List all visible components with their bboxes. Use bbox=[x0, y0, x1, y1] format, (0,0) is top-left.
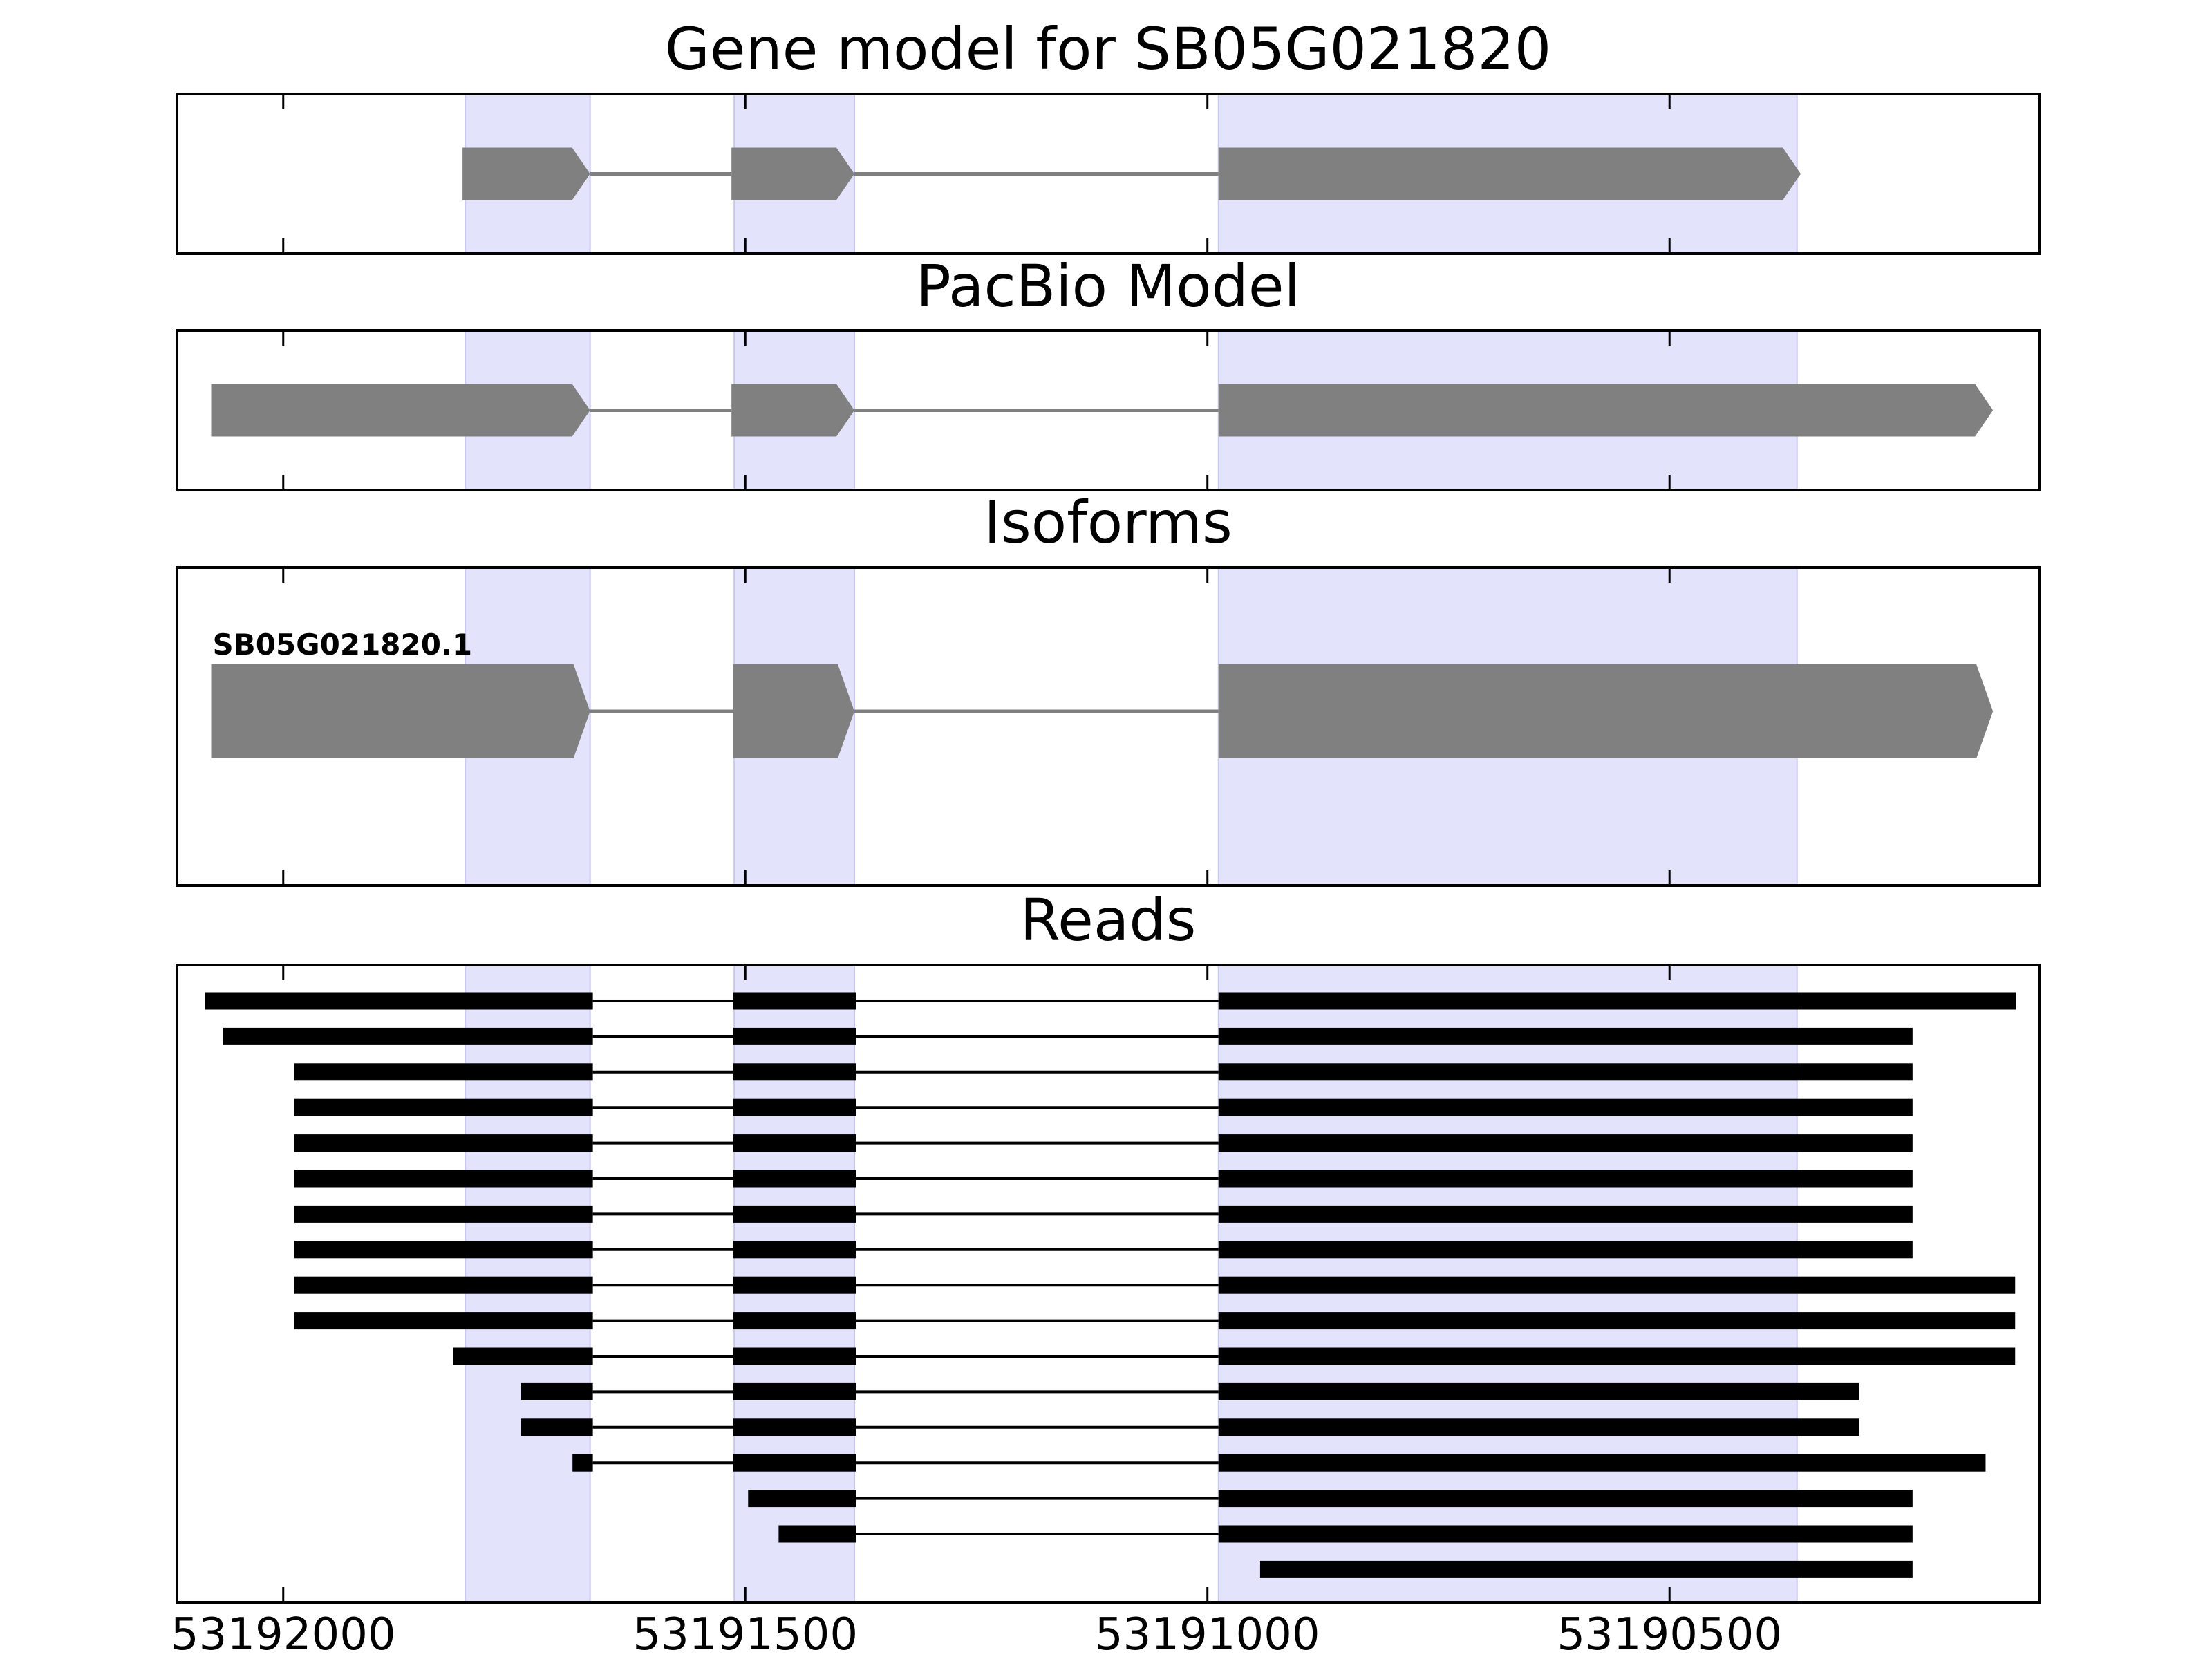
x-tick-label: 53190500 bbox=[1557, 1609, 1782, 1659]
read-block bbox=[1259, 1560, 1913, 1578]
read-block bbox=[733, 1454, 856, 1472]
read-block bbox=[294, 1205, 593, 1223]
read-block bbox=[733, 1382, 856, 1400]
read-block bbox=[1218, 1418, 1859, 1436]
panel-title: Gene model for SB05G021820 bbox=[665, 15, 1551, 83]
x-tick-label: 53191500 bbox=[632, 1609, 858, 1659]
read-block bbox=[1218, 1490, 1913, 1508]
read-block bbox=[748, 1490, 856, 1508]
read-block bbox=[1218, 1312, 2016, 1330]
read-block bbox=[1218, 992, 2016, 1010]
panel-title: Isoforms bbox=[984, 489, 1232, 556]
read-row bbox=[223, 1027, 1913, 1045]
exon-block bbox=[1218, 147, 1801, 200]
read-block bbox=[778, 1525, 856, 1543]
read-row bbox=[294, 1170, 1913, 1188]
read-block bbox=[733, 1241, 856, 1259]
read-row bbox=[294, 1241, 1913, 1259]
read-block bbox=[294, 1312, 593, 1330]
panel-2: Isoforms SB05G021820.1 bbox=[176, 489, 2041, 887]
exon-block bbox=[211, 384, 590, 437]
read-row bbox=[205, 992, 2016, 1010]
read-block bbox=[453, 1347, 593, 1365]
panel-title: Reads bbox=[1020, 886, 1197, 954]
read-block bbox=[733, 1027, 856, 1045]
read-row bbox=[521, 1382, 1859, 1400]
read-block bbox=[1218, 1205, 1913, 1223]
panels-group: Gene model for SB05G021820 PacBio Model Is… bbox=[176, 15, 2041, 1604]
panel-frame bbox=[176, 964, 2041, 1604]
read-block bbox=[1218, 1525, 1913, 1543]
read-block bbox=[1218, 1382, 1859, 1400]
read-row bbox=[572, 1454, 1986, 1472]
exon-block bbox=[1218, 384, 1994, 437]
panel-frame bbox=[176, 566, 2041, 887]
read-block bbox=[521, 1382, 593, 1400]
read-row bbox=[294, 1276, 2016, 1294]
read-block bbox=[733, 1418, 856, 1436]
read-block bbox=[733, 1134, 856, 1152]
panel-0: Gene model for SB05G021820 bbox=[176, 15, 2041, 255]
read-block bbox=[733, 1063, 856, 1081]
read-block bbox=[521, 1418, 593, 1436]
read-block bbox=[294, 1134, 593, 1152]
read-block bbox=[572, 1454, 593, 1472]
read-block bbox=[733, 1205, 856, 1223]
panel-frame bbox=[176, 93, 2041, 255]
panel-1: PacBio Model bbox=[176, 252, 2041, 491]
panel-title: PacBio Model bbox=[916, 252, 1300, 320]
exon-block bbox=[731, 147, 855, 200]
read-block bbox=[1218, 1063, 1913, 1081]
read-block bbox=[733, 1170, 856, 1188]
x-tick-label: 53191000 bbox=[1095, 1609, 1320, 1659]
x-axis: 53192000 53191500 53191000 53190500 bbox=[171, 1609, 1782, 1659]
read-block bbox=[294, 1098, 593, 1116]
read-row bbox=[748, 1490, 1913, 1508]
exon-block bbox=[733, 664, 855, 758]
isoform-label: SB05G021820.1 bbox=[212, 628, 472, 662]
read-block bbox=[1218, 1454, 1986, 1472]
read-row bbox=[294, 1063, 1913, 1081]
read-row bbox=[294, 1134, 1913, 1152]
exon-block bbox=[211, 664, 590, 758]
read-row bbox=[1259, 1560, 1913, 1578]
read-block bbox=[1218, 1170, 1913, 1188]
read-block bbox=[294, 1063, 593, 1081]
read-block bbox=[1218, 1241, 1913, 1259]
read-row bbox=[521, 1418, 1859, 1436]
exon-block bbox=[462, 147, 590, 200]
panel-3: Reads bbox=[176, 886, 2041, 1604]
read-block bbox=[733, 1347, 856, 1365]
exon-block bbox=[1218, 664, 1994, 758]
read-row bbox=[453, 1347, 2016, 1365]
read-row bbox=[778, 1525, 1913, 1543]
read-block bbox=[733, 992, 856, 1010]
read-block bbox=[223, 1027, 593, 1045]
read-block bbox=[1218, 1347, 2016, 1365]
read-row bbox=[294, 1098, 1913, 1116]
read-block bbox=[1218, 1027, 1913, 1045]
read-block bbox=[294, 1241, 593, 1259]
read-row bbox=[294, 1312, 2016, 1330]
read-block bbox=[294, 1276, 593, 1294]
x-tick-label: 53192000 bbox=[171, 1609, 396, 1659]
read-block bbox=[205, 992, 593, 1010]
read-block bbox=[733, 1312, 856, 1330]
exon-block bbox=[731, 384, 855, 437]
read-block bbox=[733, 1098, 856, 1116]
read-block bbox=[1218, 1276, 2016, 1294]
read-block bbox=[1218, 1134, 1913, 1152]
panel-frame bbox=[176, 329, 2041, 491]
read-block bbox=[733, 1276, 856, 1294]
read-block bbox=[294, 1170, 593, 1188]
read-block bbox=[1218, 1098, 1913, 1116]
read-row bbox=[294, 1205, 1913, 1223]
